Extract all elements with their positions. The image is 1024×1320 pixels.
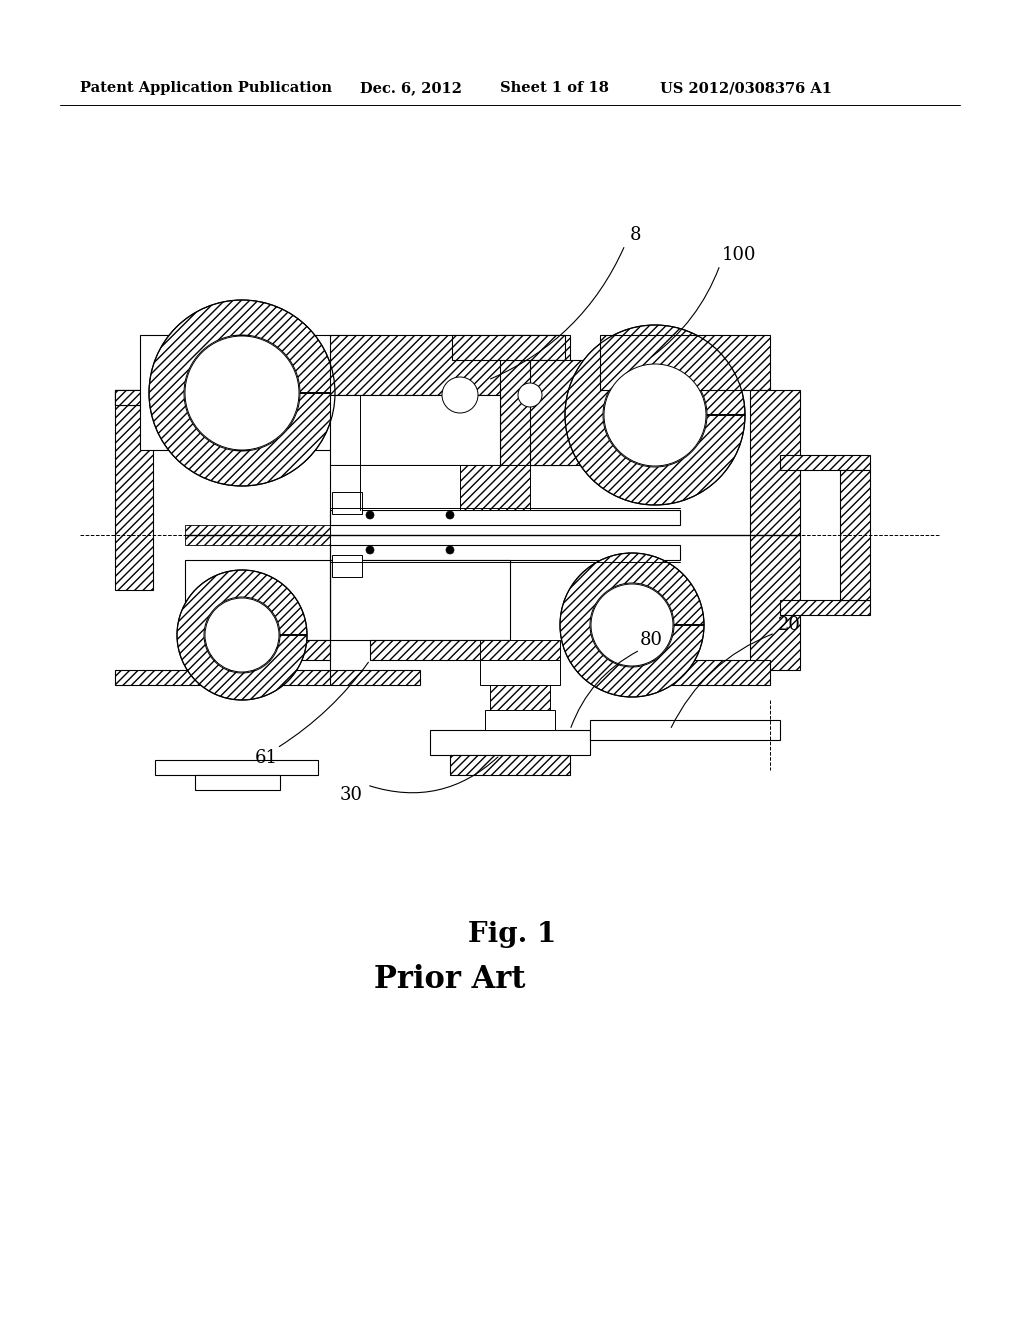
Polygon shape: [155, 760, 318, 775]
Circle shape: [604, 364, 706, 466]
Polygon shape: [330, 510, 680, 525]
Text: 80: 80: [640, 631, 663, 649]
Circle shape: [442, 378, 478, 413]
Polygon shape: [452, 335, 565, 360]
Polygon shape: [330, 465, 460, 510]
Polygon shape: [500, 335, 570, 465]
Polygon shape: [780, 601, 870, 615]
Polygon shape: [370, 640, 510, 660]
Circle shape: [591, 583, 673, 667]
Polygon shape: [330, 335, 560, 395]
Text: Fig. 1: Fig. 1: [468, 921, 556, 949]
Polygon shape: [590, 719, 780, 741]
Polygon shape: [480, 660, 560, 685]
Circle shape: [446, 546, 454, 554]
Circle shape: [446, 511, 454, 519]
Polygon shape: [530, 360, 600, 465]
Text: 100: 100: [722, 246, 757, 264]
Polygon shape: [450, 755, 570, 775]
Polygon shape: [600, 335, 770, 389]
Polygon shape: [430, 730, 590, 755]
Circle shape: [366, 511, 374, 519]
Polygon shape: [185, 640, 330, 660]
Polygon shape: [115, 389, 420, 425]
Text: Sheet 1 of 18: Sheet 1 of 18: [500, 81, 609, 95]
Text: 61: 61: [255, 748, 278, 767]
Text: Prior Art: Prior Art: [374, 965, 525, 995]
Polygon shape: [480, 640, 560, 660]
Circle shape: [205, 598, 279, 672]
Polygon shape: [115, 671, 420, 685]
Polygon shape: [185, 525, 330, 545]
Polygon shape: [330, 395, 500, 465]
Polygon shape: [332, 492, 362, 513]
Text: 8: 8: [630, 226, 641, 244]
Polygon shape: [560, 553, 705, 697]
Text: Dec. 6, 2012: Dec. 6, 2012: [360, 81, 462, 95]
Polygon shape: [490, 685, 550, 710]
Text: Patent Application Publication: Patent Application Publication: [80, 81, 332, 95]
Polygon shape: [840, 470, 870, 601]
Polygon shape: [332, 554, 362, 577]
Polygon shape: [150, 300, 335, 486]
Text: 20: 20: [778, 616, 801, 634]
Polygon shape: [115, 389, 153, 590]
Polygon shape: [565, 325, 745, 506]
Circle shape: [185, 337, 299, 450]
Polygon shape: [115, 389, 420, 405]
Polygon shape: [330, 560, 510, 640]
Polygon shape: [485, 710, 555, 730]
Polygon shape: [750, 389, 800, 671]
Circle shape: [518, 383, 542, 407]
Polygon shape: [195, 775, 280, 789]
Polygon shape: [600, 660, 770, 685]
Polygon shape: [780, 455, 870, 470]
Polygon shape: [330, 545, 680, 560]
Polygon shape: [460, 465, 530, 510]
Polygon shape: [140, 335, 360, 450]
Text: 30: 30: [340, 785, 362, 804]
Polygon shape: [177, 570, 307, 700]
Text: US 2012/0308376 A1: US 2012/0308376 A1: [660, 81, 831, 95]
Circle shape: [366, 546, 374, 554]
Polygon shape: [185, 560, 330, 640]
